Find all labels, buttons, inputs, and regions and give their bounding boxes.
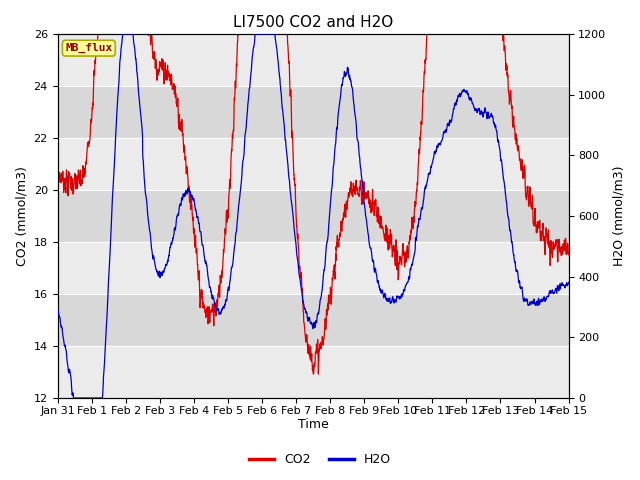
Bar bbox=[58, 190, 568, 242]
Legend: CO2, H2O: CO2, H2O bbox=[244, 448, 396, 471]
X-axis label: Time: Time bbox=[298, 419, 328, 432]
Y-axis label: H2O (mmol/m3): H2O (mmol/m3) bbox=[612, 166, 625, 266]
Bar bbox=[58, 294, 568, 346]
Title: LI7500 CO2 and H2O: LI7500 CO2 and H2O bbox=[233, 15, 393, 30]
Bar bbox=[58, 86, 568, 138]
Bar bbox=[58, 242, 568, 294]
Bar bbox=[58, 34, 568, 86]
Y-axis label: CO2 (mmol/m3): CO2 (mmol/m3) bbox=[15, 166, 28, 266]
Bar bbox=[58, 138, 568, 190]
Bar bbox=[58, 346, 568, 398]
Text: MB_flux: MB_flux bbox=[65, 43, 113, 53]
